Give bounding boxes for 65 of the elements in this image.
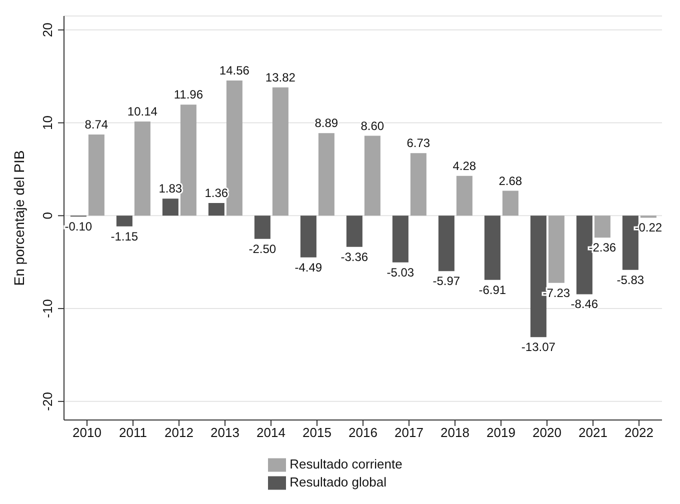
data-label: 1.83	[158, 182, 182, 196]
data-label: 10.14	[127, 104, 158, 119]
x-tick-label: 2011	[119, 425, 147, 440]
data-label: -0.10	[64, 220, 92, 234]
bar	[484, 216, 500, 280]
bar	[162, 198, 178, 216]
y-tick-label: 0	[40, 212, 55, 220]
bar	[594, 216, 610, 238]
data-label: -5.97	[432, 274, 460, 288]
data-label: 2.68	[498, 174, 522, 188]
legend-label: Resultado corriente	[290, 456, 402, 472]
data-label: 1.36	[204, 186, 228, 200]
y-axis-title: En porcentaje del PIB	[10, 150, 27, 286]
bar	[226, 80, 242, 216]
legend-label: Resultado global	[290, 474, 386, 490]
data-label: -2.50	[248, 242, 276, 256]
y-tick-label: -10	[40, 299, 55, 318]
x-tick-label: 2012	[164, 425, 194, 440]
x-tick-label: 2022	[624, 425, 654, 440]
bar	[272, 87, 288, 216]
bar	[88, 134, 104, 216]
data-label: -4.49	[294, 260, 322, 274]
bar	[318, 133, 334, 216]
bar	[438, 216, 454, 272]
x-tick-label: 2018	[440, 425, 470, 440]
data-label: 11.96	[174, 88, 204, 102]
y-tick-label: -20	[40, 392, 55, 411]
x-tick-label: 2010	[72, 425, 102, 440]
data-label: 8.74	[84, 118, 108, 132]
data-label: 8.89	[314, 116, 338, 130]
x-tick-label: 2016	[348, 425, 378, 440]
data-label: -5.83	[616, 272, 644, 287]
bar	[254, 216, 270, 239]
bar	[364, 136, 380, 216]
data-label: -13.07	[521, 340, 556, 354]
x-tick-label: 2019	[486, 425, 516, 440]
x-tick-label: 2013	[210, 425, 240, 440]
x-tick-label: 2017	[394, 425, 424, 440]
bar	[548, 216, 564, 283]
data-label: -5.03	[386, 265, 414, 280]
bar	[502, 190, 518, 216]
data-label: 13.82	[265, 70, 296, 84]
x-tick-label: 2014	[256, 425, 286, 440]
bar	[410, 153, 426, 216]
bar	[300, 216, 316, 258]
data-label: 4.28	[452, 158, 476, 173]
x-tick-label: 2015	[302, 425, 332, 440]
data-label: -1.15	[110, 229, 138, 244]
bar	[456, 176, 472, 216]
data-label: 8.60	[360, 118, 384, 133]
data-label: 14.56	[219, 63, 250, 78]
data-label: -3.36	[340, 250, 368, 264]
y-tick-label: 10	[40, 116, 55, 130]
x-tick-label: 2021	[578, 425, 608, 440]
bar	[116, 216, 132, 226]
bar	[346, 216, 362, 247]
bar	[180, 104, 196, 216]
data-label: -6.91	[478, 282, 506, 297]
x-tick-label: 2020	[532, 425, 562, 440]
bar	[134, 122, 150, 216]
data-label: 6.73	[406, 136, 430, 150]
data-label: -8.46	[570, 297, 598, 312]
bar	[208, 203, 224, 216]
bar	[392, 216, 408, 262]
y-tick-label: 20	[40, 22, 55, 38]
